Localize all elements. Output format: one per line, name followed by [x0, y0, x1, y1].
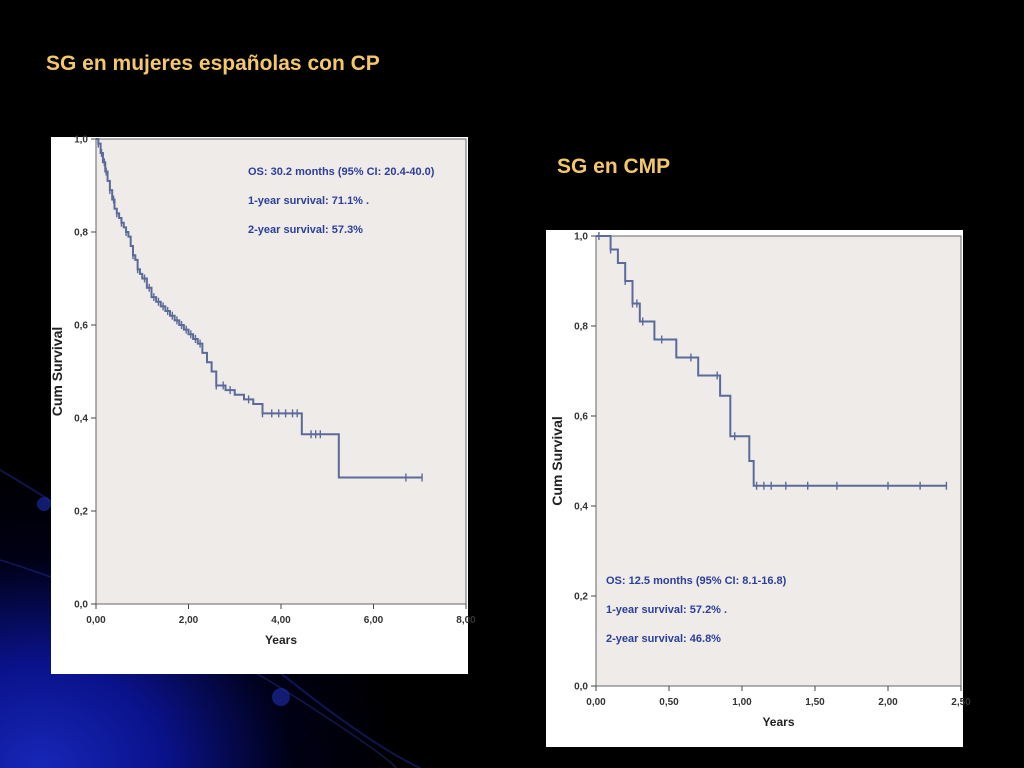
x-tick-label: 0,00	[586, 697, 606, 708]
x-tick-label: 0,00	[86, 615, 106, 626]
y-axis-title: Cum Survival	[49, 327, 65, 416]
y-tick-label: 0,2	[74, 507, 88, 518]
slide-title-right: SG en CMP	[557, 155, 671, 178]
y-tick-label: 0,8	[74, 228, 88, 239]
y-axis-title: Cum Survival	[549, 416, 565, 505]
x-tick-label: 2,50	[951, 697, 971, 708]
x-tick-label: 2,00	[179, 615, 199, 626]
annotation-line: 2-year survival: 57.3%	[248, 224, 363, 236]
annotation-line: 1-year survival: 71.1% .	[248, 195, 369, 207]
x-tick-label: 1,00	[732, 697, 752, 708]
annotation-line: OS: 30.2 months (95% CI: 20.4-40.0)	[248, 166, 435, 178]
plot-area	[595, 235, 962, 687]
x-tick-label: 0,50	[659, 697, 679, 708]
annotation-line: 1-year survival: 57.2% .	[606, 604, 727, 616]
x-tick-label: 6,00	[364, 615, 384, 626]
km-chart-left: 0,0 0,2 0,4 0,6 0,8 1,0 0,00 2,00 4,00 6,00 8,00 Ye…	[49, 135, 476, 648]
annotation-line: OS: 12.5 months (95% CI: 8.1-16.8)	[606, 575, 787, 587]
y-tick-label: 0,0	[74, 600, 88, 611]
y-tick-label: 0,4	[574, 502, 588, 513]
annotation-line: 2-year survival: 46.8%	[606, 633, 721, 645]
slide-title-left: SG en mujeres españolas con CP	[46, 52, 380, 75]
chart-panel-right: 0,0 0,2 0,4 0,6 0,8 1,0 0,00 0,50 1,00 1,50 2,00 2,…	[546, 230, 971, 747]
y-tick-label: 0,8	[574, 322, 588, 333]
y-tick-label: 0,6	[74, 321, 88, 332]
x-axis-title: Years	[265, 633, 297, 647]
survival-curve	[596, 235, 947, 487]
x-tick-label: 4,00	[271, 615, 291, 626]
y-tick-label: 0,0	[574, 682, 588, 693]
y-tick-label: 0,2	[574, 592, 588, 603]
y-tick-label: 1,0	[74, 135, 88, 146]
x-tick-label: 2,00	[878, 697, 898, 708]
y-tick-label: 1,0	[574, 232, 588, 243]
x-tick-label: 8,00	[456, 615, 476, 626]
deco-dot	[37, 497, 51, 511]
x-axis-title: Years	[762, 715, 794, 729]
km-chart-right: 0,0 0,2 0,4 0,6 0,8 1,0 0,00 0,50 1,00 1,50 2,00 2,…	[549, 232, 971, 730]
plot-area	[95, 138, 467, 605]
x-tick-label: 1,50	[805, 697, 825, 708]
chart-panel-left: 0,0 0,2 0,4 0,6 0,8 1,0 0,00 2,00 4,00 6,00 8,00 Ye…	[49, 135, 476, 674]
y-tick-label: 0,4	[74, 414, 88, 425]
deco-dot	[272, 688, 290, 706]
y-tick-label: 0,6	[574, 412, 588, 423]
